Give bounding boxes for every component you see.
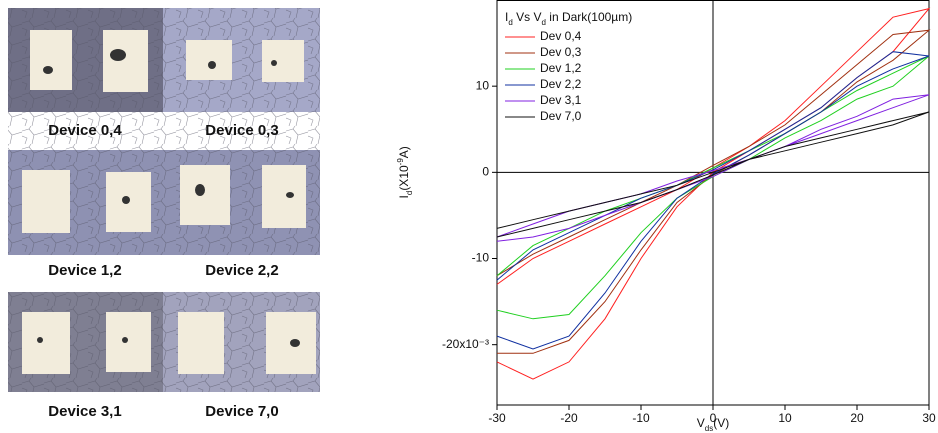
legend-title-part: in Dark(100µm) xyxy=(546,10,632,24)
x-tick-label: -10 xyxy=(632,411,650,425)
x-tick-label: 10 xyxy=(778,411,792,425)
legend-title-part: d xyxy=(508,18,512,27)
legend-title-part: d xyxy=(541,18,545,27)
device-label: Device 0,4 xyxy=(48,122,122,139)
legend-label: Dev 0,3 xyxy=(540,45,582,59)
x-tick-label: 30 xyxy=(922,411,936,425)
x-axis-label-part: ds xyxy=(705,424,713,433)
device-label: Device 3,1 xyxy=(48,403,121,420)
x-tick-label: 20 xyxy=(850,411,864,425)
y-axis-label-part: -9 xyxy=(396,158,405,166)
legend-label: Dev 2,2 xyxy=(540,77,582,91)
x-tick-label: -30 xyxy=(488,411,506,425)
x-tick-label: 0 xyxy=(710,411,717,425)
x-axis-label: Vds(V) xyxy=(697,416,729,432)
y-axis-label-part: (X10 xyxy=(397,165,411,191)
y-tick-label: 0 xyxy=(482,165,489,179)
y-axis-label: Id(X10-9A) xyxy=(396,146,414,198)
legend-title-part: Vs V xyxy=(513,10,542,24)
x-axis-label-part: (V) xyxy=(713,416,729,430)
legend-label: Dev 0,4 xyxy=(540,29,582,43)
y-tick-label: -10 xyxy=(472,251,490,265)
y-axis-label-part: d xyxy=(405,191,414,195)
x-axis-label-part: V xyxy=(697,416,705,430)
series-line xyxy=(496,7,931,380)
y-axis-label-part: I xyxy=(397,195,411,198)
device-label: Device 7,0 xyxy=(205,403,278,420)
y-axis-label-part: A) xyxy=(397,146,411,158)
legend-title-part: I xyxy=(505,10,508,24)
series-line xyxy=(496,51,930,350)
series-line xyxy=(496,111,930,238)
legend-title: Id Vs Vd in Dark(100µm) xyxy=(505,10,632,26)
device-label: Device 0,3 xyxy=(205,122,278,139)
legend-label: Dev 3,1 xyxy=(540,93,582,107)
y-tick-label: 10 xyxy=(476,78,490,92)
device-photos xyxy=(8,8,320,392)
legend-label: Dev 7,0 xyxy=(540,109,582,123)
device-labels: Device 0,4 Device 0,3 Device 1,2 Device 2,2… xyxy=(48,122,278,420)
y-tick-label: -20x10⁻³ xyxy=(442,337,489,351)
device-label: Device 2,2 xyxy=(205,262,278,279)
device-label: Device 1,2 xyxy=(48,262,121,279)
legend-label: Dev 1,2 xyxy=(540,61,582,75)
x-tick-label: -20 xyxy=(560,411,578,425)
